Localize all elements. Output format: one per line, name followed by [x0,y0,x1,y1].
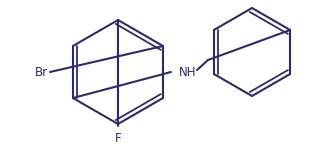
Text: NH: NH [179,66,197,78]
Text: F: F [115,132,121,145]
Text: Br: Br [35,66,48,78]
